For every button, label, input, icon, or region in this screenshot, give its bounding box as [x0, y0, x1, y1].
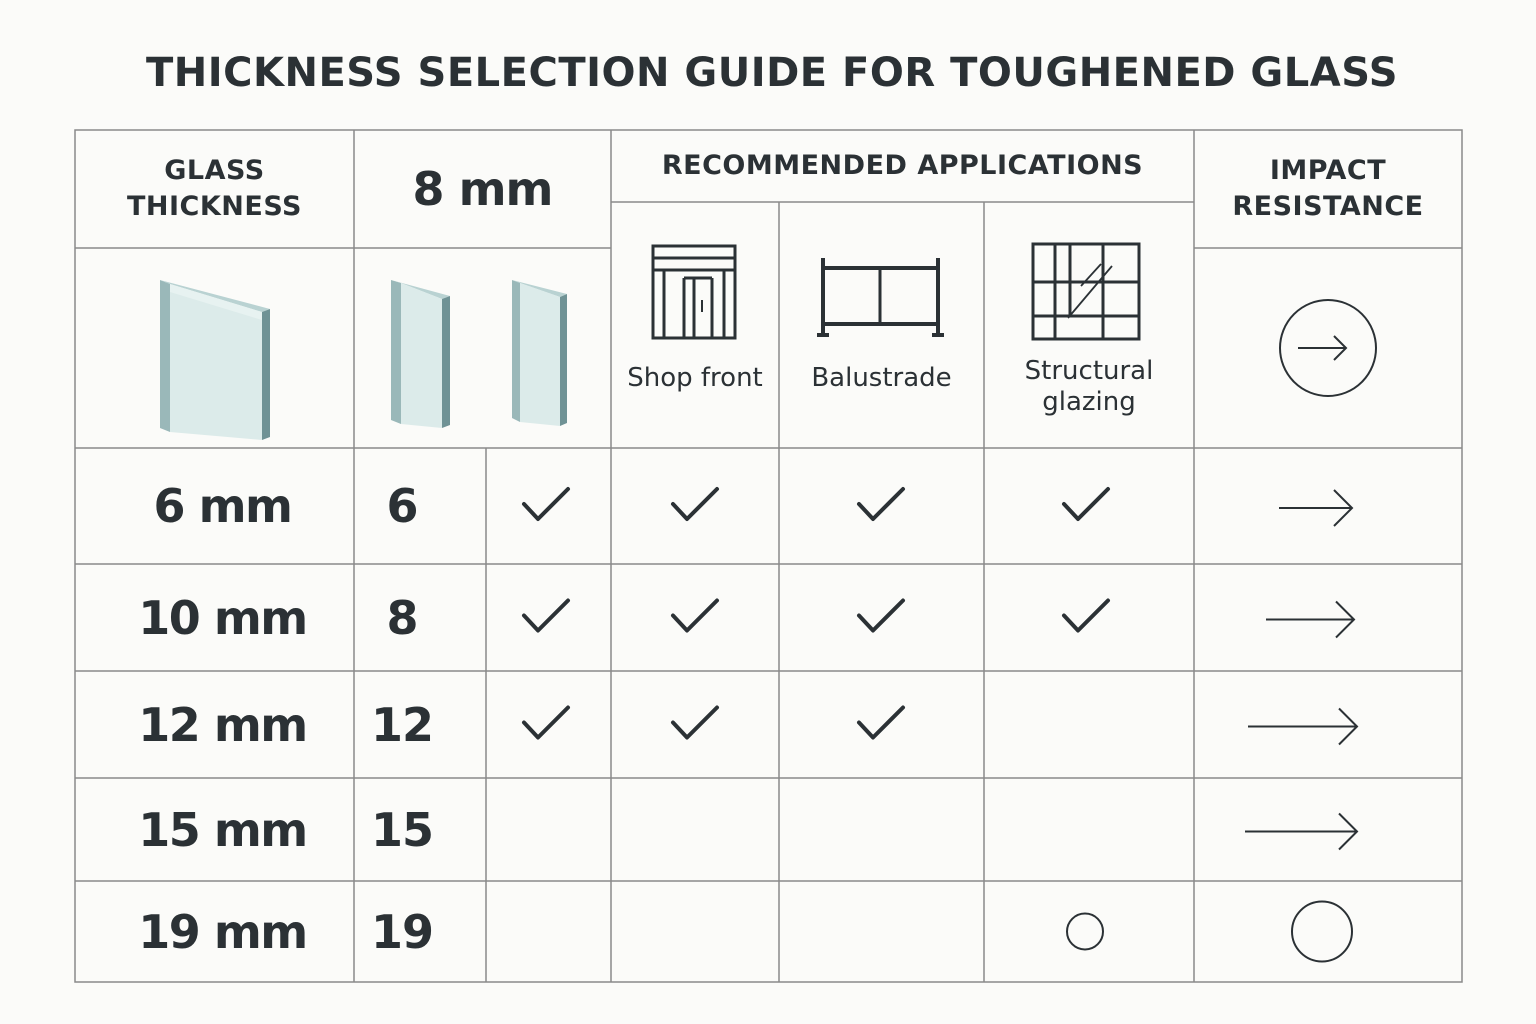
impact-arrow-icon: [1245, 812, 1359, 851]
check-icon: [522, 487, 570, 521]
header-impact-resistance-label: IMPACT RESISTANCE: [1232, 155, 1424, 222]
header-impact-resistance: IMPACT RESISTANCE: [1194, 130, 1462, 248]
page-title: THICKNESS SELECTION GUIDE FOR TOUGHENED …: [145, 50, 1399, 96]
impact-circle-icon: [1291, 900, 1353, 963]
check-icon: [522, 598, 570, 633]
row-thickness: 12 mm: [138, 697, 308, 752]
app-label-shop-front: Shop front: [627, 362, 763, 393]
app-label-balustrade: Balustrade: [811, 362, 952, 393]
check-icon: [1062, 487, 1110, 521]
impact-arrow-icon: [1266, 600, 1356, 639]
row-value: 8: [386, 590, 418, 645]
structural-glazing-icon: [1031, 242, 1141, 341]
check-icon: [522, 705, 570, 740]
header-glass-thickness: GLASS THICKNESS: [75, 130, 354, 248]
check-icon: [857, 487, 905, 521]
glass-panel-icon: [160, 280, 270, 440]
impact-arrow-icon: [1279, 489, 1354, 527]
row-value: 15: [370, 802, 434, 857]
header-glass-thickness-label: GLASS THICKNESS: [126, 155, 303, 222]
app-label-structural-glazing-text: Structural glazing: [1024, 356, 1154, 417]
row-value: 19: [370, 904, 434, 959]
row-value: 6: [386, 479, 418, 533]
row-value: 12: [370, 697, 434, 752]
check-icon: [671, 598, 719, 633]
circle-marker-icon: [1066, 912, 1104, 951]
impact-arrow-icon: [1248, 707, 1359, 746]
header-8mm: 8 mm: [354, 130, 611, 248]
shopfront-icon: [651, 244, 737, 340]
check-icon: [671, 705, 719, 740]
check-icon: [857, 598, 905, 633]
glass-panel-icon: [391, 280, 450, 428]
header-recommended-applications: RECOMMENDED APPLICATIONS: [611, 130, 1194, 202]
balustrade-icon: [817, 258, 944, 337]
row-thickness: 6 mm: [153, 479, 293, 533]
check-icon: [1062, 598, 1110, 633]
app-label-structural-glazing: Structural glazing: [984, 354, 1194, 420]
header-8mm-label: 8 mm: [412, 162, 554, 216]
row-thickness: 19 mm: [138, 904, 308, 959]
row-thickness: 10 mm: [138, 590, 308, 645]
row-thickness: 15 mm: [138, 802, 308, 857]
header-recommended-applications-label: RECOMMENDED APPLICATIONS: [661, 150, 1144, 181]
check-icon: [671, 487, 719, 521]
circled-arrow-icon: [1279, 299, 1377, 397]
glass-panel-icon: [512, 280, 567, 426]
check-icon: [857, 705, 905, 740]
